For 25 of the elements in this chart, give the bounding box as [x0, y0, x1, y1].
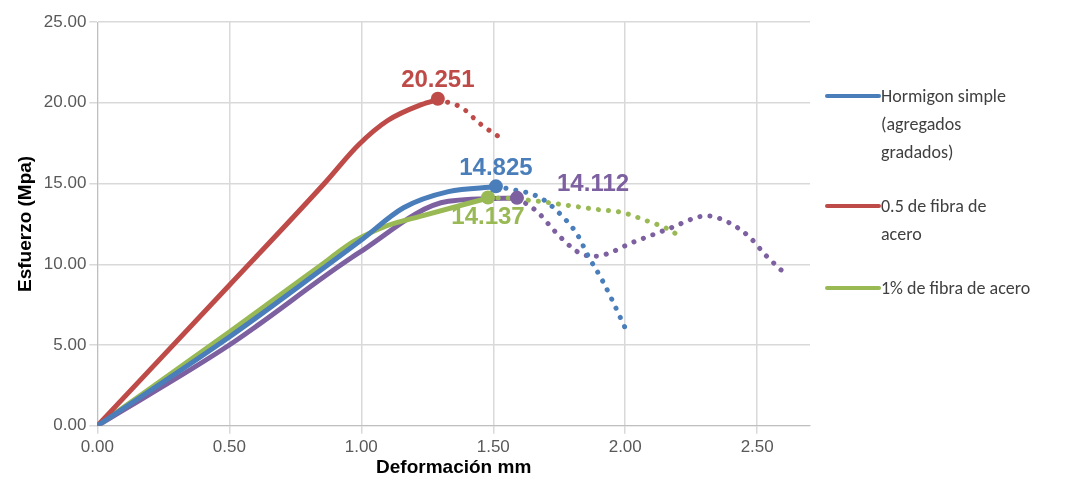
data-label: 14.825 — [459, 152, 533, 180]
point — [510, 190, 525, 205]
y-tick-label: 20.00 — [43, 92, 87, 112]
x-tick-label: 2.50 — [740, 436, 774, 456]
point — [480, 190, 495, 205]
y-tick-label: 10.00 — [43, 253, 87, 273]
legend-label: 1% de fibra de acero — [881, 276, 1031, 301]
legend-label: 0.5 de fibra de acero — [881, 194, 988, 247]
x-tick-label: 1.50 — [476, 436, 510, 456]
legend-label: Hormigon simple (agregados gradados) — [881, 84, 1007, 165]
data-label: 14.137 — [451, 202, 525, 230]
data-label: 14.112 — [557, 169, 630, 197]
y-tick-label: 0.00 — [53, 415, 87, 435]
y-tick-label: 15.00 — [43, 173, 87, 193]
data-label: 20.251 — [401, 65, 475, 93]
x-tick-label: 1.00 — [344, 436, 378, 456]
x-tick-label: 0.00 — [80, 436, 114, 456]
point — [488, 179, 503, 194]
x-tick-label: 2.00 — [608, 436, 642, 456]
x-axis-title: Deformación mm — [376, 455, 532, 477]
y-tick-label: 5.00 — [53, 334, 87, 354]
point — [430, 91, 445, 106]
y-axis-title: Esfuerzo (Mpa) — [13, 155, 35, 292]
x-tick-label: 0.50 — [212, 436, 246, 456]
y-tick-label: 25.00 — [43, 11, 87, 31]
